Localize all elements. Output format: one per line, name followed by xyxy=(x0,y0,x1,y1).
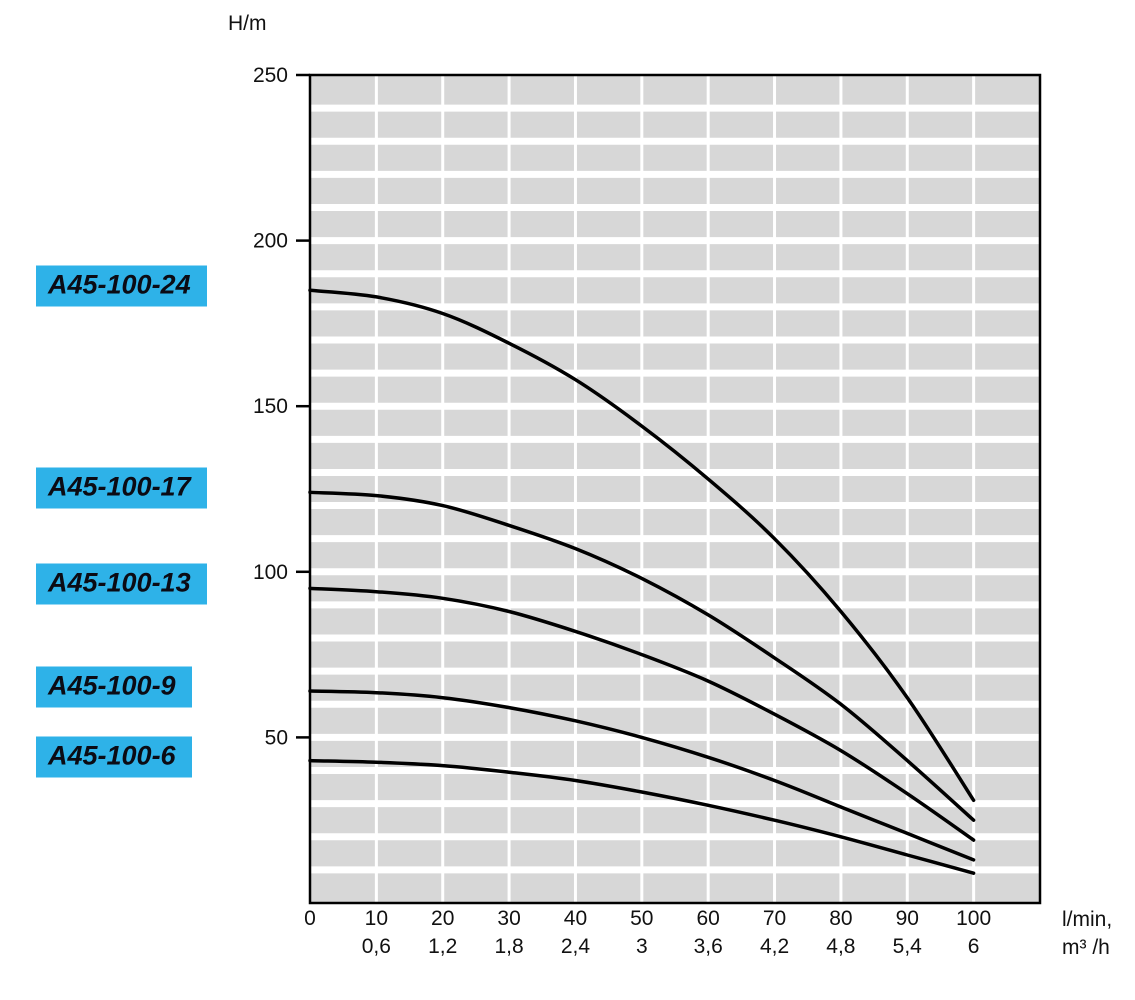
x-tick-label-lmin: 40 xyxy=(564,907,587,930)
x-tick-label-m3h: 0,6 xyxy=(362,935,391,958)
y-tick-label: 50 xyxy=(265,726,288,749)
x-tick-label-m3h: 3 xyxy=(636,935,648,958)
x-tick-label-lmin: 10 xyxy=(365,907,388,930)
series-label-a45-100-13: A45-100-13 xyxy=(36,563,207,605)
plot-background xyxy=(310,75,1040,903)
y-tick-label: 100 xyxy=(253,561,288,584)
pump-curve-A45-100-6 xyxy=(308,758,976,875)
x-tick-label-m3h: 1,8 xyxy=(494,935,523,958)
pump-curve-A45-100-13 xyxy=(308,586,976,842)
x-tick-label-lmin: 100 xyxy=(956,907,991,930)
series-label-a45-100-17: A45-100-17 xyxy=(36,467,207,509)
x-axis-unit-m3h: m³ /h xyxy=(1062,936,1110,959)
x-tick-label-lmin: 70 xyxy=(763,907,786,930)
x-axis-unit-lmin: l/min, xyxy=(1062,908,1113,931)
x-tick-label-lmin: 30 xyxy=(497,907,520,930)
y-axis-title: H/m xyxy=(228,12,267,35)
x-tick-label-m3h: 3,6 xyxy=(694,935,723,958)
series-label-a45-100-9: A45-100-9 xyxy=(36,666,192,708)
x-tick-label-m3h: 4,2 xyxy=(760,935,789,958)
x-tick-label-m3h: 6 xyxy=(968,935,980,958)
plot-border xyxy=(308,73,1042,905)
x-tick-label-m3h: 5,4 xyxy=(893,935,923,958)
x-tick-label-lmin: 50 xyxy=(630,907,653,930)
x-tick-label-lmin: 20 xyxy=(431,907,454,930)
pump-curve-A45-100-17 xyxy=(308,490,976,822)
y-tick-label: 250 xyxy=(253,64,288,87)
x-tick-label-lmin: 0 xyxy=(304,907,316,930)
pump-curve-A45-100-24 xyxy=(308,288,976,803)
x-tick-label-m3h: 1,2 xyxy=(428,935,457,958)
pump-curve-A45-100-9 xyxy=(308,689,976,862)
x-tick-label-lmin: 80 xyxy=(829,907,852,930)
x-tick-label-m3h: 4,8 xyxy=(826,935,855,958)
x-tick-label-lmin: 90 xyxy=(896,907,919,930)
series-label-a45-100-6: A45-100-6 xyxy=(36,736,192,778)
x-tick-label-lmin: 60 xyxy=(697,907,720,930)
y-tick-label: 200 xyxy=(253,230,288,253)
series-label-a45-100-24: A45-100-24 xyxy=(36,265,207,307)
y-tick-label: 150 xyxy=(253,395,288,418)
x-tick-label-m3h: 2,4 xyxy=(561,935,591,958)
